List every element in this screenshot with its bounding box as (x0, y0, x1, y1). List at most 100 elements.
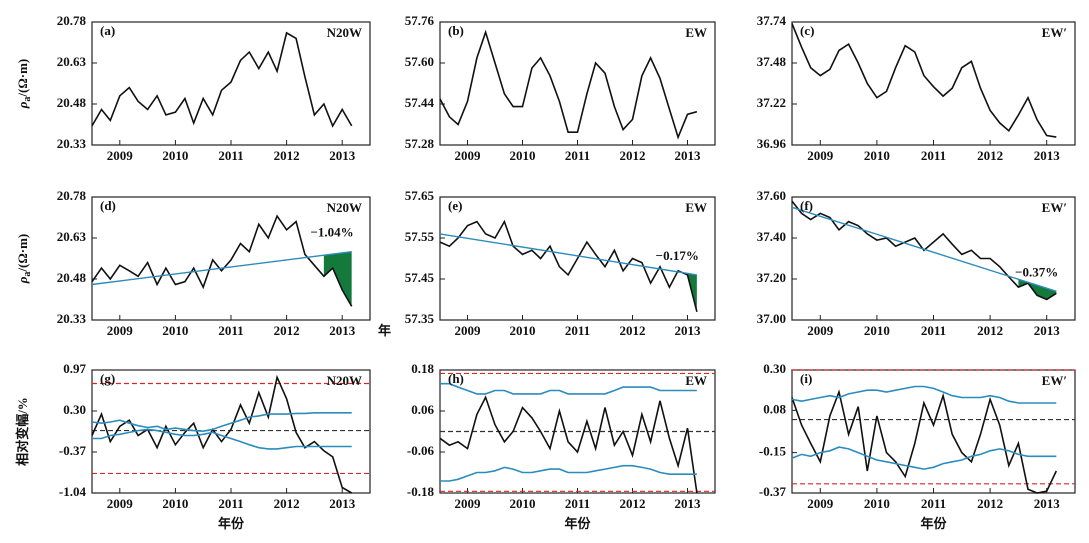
y-tick-label: 20.63 (57, 229, 87, 244)
panel-label: (e) (448, 198, 462, 213)
station-label: N20W (327, 373, 362, 388)
station-label: EW′ (1042, 373, 1067, 388)
y-tick-label: 57.55 (405, 229, 435, 244)
envelope-line (440, 382, 697, 395)
y-tick-label: 37.22 (757, 95, 786, 110)
x-tick-label: 2009 (455, 323, 482, 338)
x-tick-label: 2009 (107, 496, 134, 511)
panel-label: (b) (448, 23, 464, 38)
x-axis-label: 年份 (564, 516, 591, 531)
x-tick-label: 2009 (107, 148, 134, 163)
x-tick-label: 2011 (565, 323, 590, 338)
data-line (791, 389, 1058, 494)
y-tick-label: 57.45 (405, 270, 435, 285)
y-tick-label: 57.65 (405, 188, 435, 203)
data-line (91, 214, 353, 307)
x-tick-label: 2012 (274, 496, 300, 511)
y-tick-label: 20.63 (57, 54, 87, 69)
x-tick-label: 2011 (921, 323, 946, 338)
panel-label: (a) (100, 23, 115, 38)
x-axis-label: 年份 (218, 516, 245, 531)
x-tick-label: 2013 (675, 323, 702, 338)
trend-line (439, 233, 698, 276)
x-tick-label: 2011 (921, 496, 946, 511)
y-axis-label: ρa/(Ω·m) (15, 234, 33, 285)
y-tick-label: -0.37 (759, 484, 787, 499)
x-tick-label: 2013 (329, 323, 356, 338)
x-tick-label: 2011 (921, 148, 946, 163)
y-tick-label: 37.20 (757, 270, 786, 285)
station-label: EW (685, 373, 707, 388)
x-unit: 年 (378, 323, 391, 338)
x-tick-label: 2010 (510, 148, 536, 163)
y-tick-label: -1.04 (59, 484, 87, 499)
data-line (439, 395, 698, 494)
change-annotation: −1.04% (310, 225, 353, 240)
deviation-fill (1018, 279, 1057, 300)
x-tick-label: 2012 (274, 148, 300, 163)
y-tick-label: 20.48 (57, 270, 87, 285)
y-tick-label: 57.76 (405, 13, 435, 28)
y-tick-label: 37.74 (757, 13, 787, 28)
x-tick-label: 2012 (620, 323, 646, 338)
y-tick-label: -0.06 (407, 443, 435, 458)
y-tick-label: 0.30 (763, 361, 786, 376)
y-tick-label: 20.48 (57, 95, 87, 110)
plot-frame (439, 21, 716, 146)
x-tick-label: 2009 (107, 323, 134, 338)
envelope-line (91, 412, 352, 433)
panel-label: (g) (100, 371, 115, 386)
y-tick-label: 0.97 (63, 361, 86, 376)
x-tick-label: 2011 (565, 496, 590, 511)
x-tick-label: 2013 (675, 148, 702, 163)
data-line (91, 31, 353, 128)
x-tick-label: 2010 (510, 496, 536, 511)
station-label: N20W (327, 25, 362, 40)
x-tick-label: 2012 (620, 496, 646, 511)
envelope-line (791, 385, 1057, 404)
data-line (439, 219, 698, 312)
y-tick-label: 20.33 (57, 136, 87, 151)
envelope-line (440, 464, 697, 482)
y-axis-label: 相对变幅/% (15, 397, 30, 466)
x-tick-label: 2010 (162, 148, 188, 163)
x-tick-label: 2013 (675, 496, 702, 511)
envelope-line (791, 446, 1057, 470)
x-tick-label: 2012 (977, 496, 1003, 511)
x-tick-label: 2011 (218, 148, 243, 163)
x-tick-label: 2010 (162, 323, 188, 338)
envelope-line (92, 428, 352, 450)
x-tick-label: 2010 (864, 323, 890, 338)
panel-label: (i) (800, 371, 812, 386)
x-tick-label: 2013 (1034, 148, 1061, 163)
x-tick-label: 2013 (329, 148, 356, 163)
x-tick-label: 2011 (218, 323, 243, 338)
x-tick-label: 2009 (455, 496, 482, 511)
x-tick-label: 2012 (274, 323, 300, 338)
change-annotation: −0.37% (1015, 264, 1058, 279)
y-tick-label: -0.37 (59, 443, 87, 458)
x-tick-label: 2012 (977, 323, 1003, 338)
station-label: N20W (327, 200, 362, 215)
y-label-symbol: ρ (15, 101, 30, 109)
y-tick-label: 37.60 (757, 188, 786, 203)
x-tick-label: 2013 (1034, 496, 1061, 511)
y-tick-label: -0.15 (759, 444, 787, 459)
x-tick-label: 2009 (807, 148, 834, 163)
plot-frame (91, 21, 371, 146)
data-line (439, 29, 698, 140)
y-label-unit: /(Ω·m) (15, 59, 30, 98)
x-tick-label: 2013 (1034, 323, 1061, 338)
x-tick-label: 2012 (977, 148, 1003, 163)
y-tick-label: 37.40 (757, 229, 786, 244)
plot-frame (791, 196, 1076, 321)
y-tick-label: 37.00 (757, 311, 786, 326)
y-label-sub: a (22, 97, 33, 102)
station-label: EW (685, 25, 707, 40)
y-tick-label: 0.08 (763, 401, 786, 416)
y-axis-label: ρa/(Ω·m) (15, 59, 33, 110)
x-tick-label: 2010 (162, 496, 188, 511)
change-annotation: −0.17% (656, 248, 699, 263)
station-label: EW′ (1042, 25, 1067, 40)
x-tick-label: 2013 (329, 496, 356, 511)
